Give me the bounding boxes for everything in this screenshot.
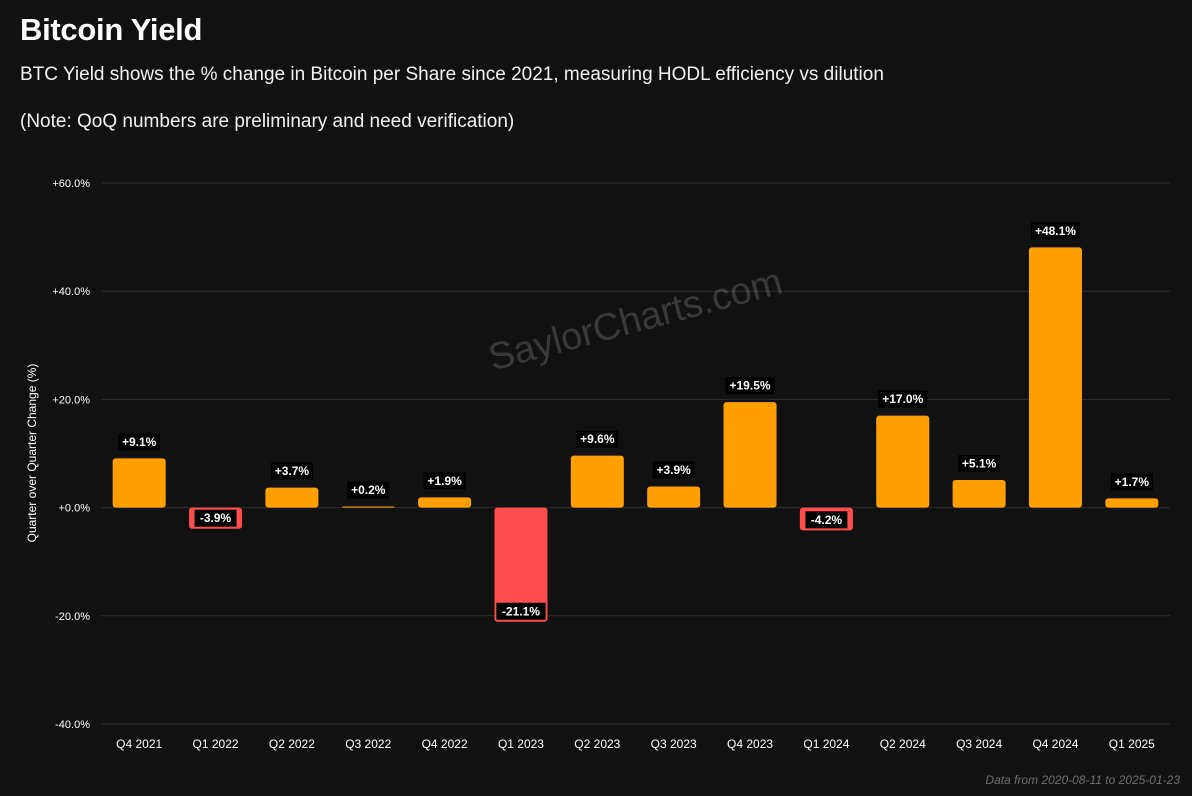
x-tick-label: Q4 2021 — [116, 737, 162, 751]
bar-q3-2022[interactable] — [341, 506, 395, 508]
data-label: +3.7% — [275, 464, 310, 478]
data-label-bg — [958, 455, 1001, 473]
data-label-bg — [1030, 222, 1081, 240]
bar-q4-2023[interactable] — [723, 402, 777, 508]
data-label: +5.1% — [962, 457, 997, 471]
data-label-bg — [423, 472, 466, 490]
x-tick-label: Q1 2024 — [803, 737, 849, 751]
x-tick-label: Q4 2022 — [422, 737, 468, 751]
y-tick-label: +20.0% — [52, 394, 90, 406]
bar-q4-2024[interactable] — [1028, 247, 1082, 508]
y-tick-label: +60.0% — [52, 178, 90, 190]
x-tick-label: Q1 2023 — [498, 737, 544, 751]
data-label: +48.1% — [1035, 224, 1076, 238]
bar-q2-2022[interactable] — [265, 487, 319, 508]
data-label: +1.9% — [427, 474, 462, 488]
x-tick-label: Q2 2024 — [880, 737, 926, 751]
bar-q1-2025[interactable] — [1105, 498, 1159, 508]
data-label: +9.6% — [580, 432, 615, 446]
chart-title: Bitcoin Yield — [20, 12, 203, 47]
chart-subtitle: BTC Yield shows the % change in Bitcoin … — [20, 64, 884, 85]
data-label: +3.9% — [656, 463, 691, 477]
bar-q2-2023[interactable] — [570, 455, 624, 508]
x-tick-label: Q1 2025 — [1109, 737, 1155, 751]
y-axis-ticks: +60.0% +40.0% +20.0% +0.0% -20.0% -40.0% — [52, 178, 90, 731]
y-tick-label: -20.0% — [55, 611, 90, 623]
data-range-footer: Data from 2020-08-11 to 2025-01-23 — [985, 773, 1180, 787]
x-tick-label: Q3 2024 — [956, 737, 1002, 751]
y-tick-label: +40.0% — [52, 286, 90, 298]
data-label-bg — [805, 511, 848, 529]
x-tick-label: Q2 2023 — [574, 737, 620, 751]
data-label-bg — [878, 390, 928, 408]
watermark-text: SaylorCharts.com — [484, 261, 787, 380]
data-label: -4.2% — [811, 513, 843, 527]
data-label-bg — [496, 602, 546, 620]
bar-q2-2024[interactable] — [876, 415, 930, 508]
y-axis-label: Quarter over Quarter Change (%) — [25, 364, 39, 543]
bar-q3-2024[interactable] — [952, 480, 1006, 508]
data-label-bg — [725, 377, 775, 395]
data-labels: +9.1% -3.9% +3.7% +0.2% +1.9% -21.1% +9.6% +3.9… — [118, 222, 1153, 620]
x-tick-label: Q3 2023 — [651, 737, 697, 751]
grid-lines — [101, 182, 1170, 725]
chart-note: (Note: QoQ numbers are preliminary and n… — [20, 111, 515, 132]
data-label-bg — [270, 462, 313, 480]
data-label-bg — [652, 461, 695, 479]
bar-q4-2021[interactable] — [112, 458, 166, 508]
x-tick-label: Q4 2024 — [1032, 737, 1078, 751]
data-label-bg — [576, 430, 619, 448]
y-tick-label: +0.0% — [59, 503, 91, 515]
data-label: +0.2% — [351, 483, 386, 497]
data-label-bg — [118, 433, 161, 451]
data-label-bg — [1110, 473, 1153, 491]
data-label: +17.0% — [882, 392, 923, 406]
y-tick-label: -40.0% — [55, 719, 90, 731]
x-tick-label: Q4 2023 — [727, 737, 773, 751]
data-label: -21.1% — [502, 604, 540, 618]
bar-q1-2023[interactable] — [494, 507, 548, 622]
bars — [112, 247, 1159, 622]
x-axis-ticks: Q4 2021 Q1 2022 Q2 2022 Q3 2022 Q4 2022 Q1 20… — [116, 737, 1155, 751]
bar-q3-2023[interactable] — [647, 486, 701, 508]
data-label: +9.1% — [122, 435, 157, 449]
x-tick-label: Q3 2022 — [345, 737, 391, 751]
data-label: +19.5% — [730, 379, 771, 393]
bar-q4-2022[interactable] — [418, 497, 472, 508]
data-label: +1.7% — [1115, 475, 1150, 489]
data-label: -3.9% — [200, 511, 232, 525]
data-label-bg — [194, 509, 237, 527]
data-label-bg — [347, 481, 390, 499]
x-tick-label: Q2 2022 — [269, 737, 315, 751]
x-tick-label: Q1 2022 — [193, 737, 239, 751]
